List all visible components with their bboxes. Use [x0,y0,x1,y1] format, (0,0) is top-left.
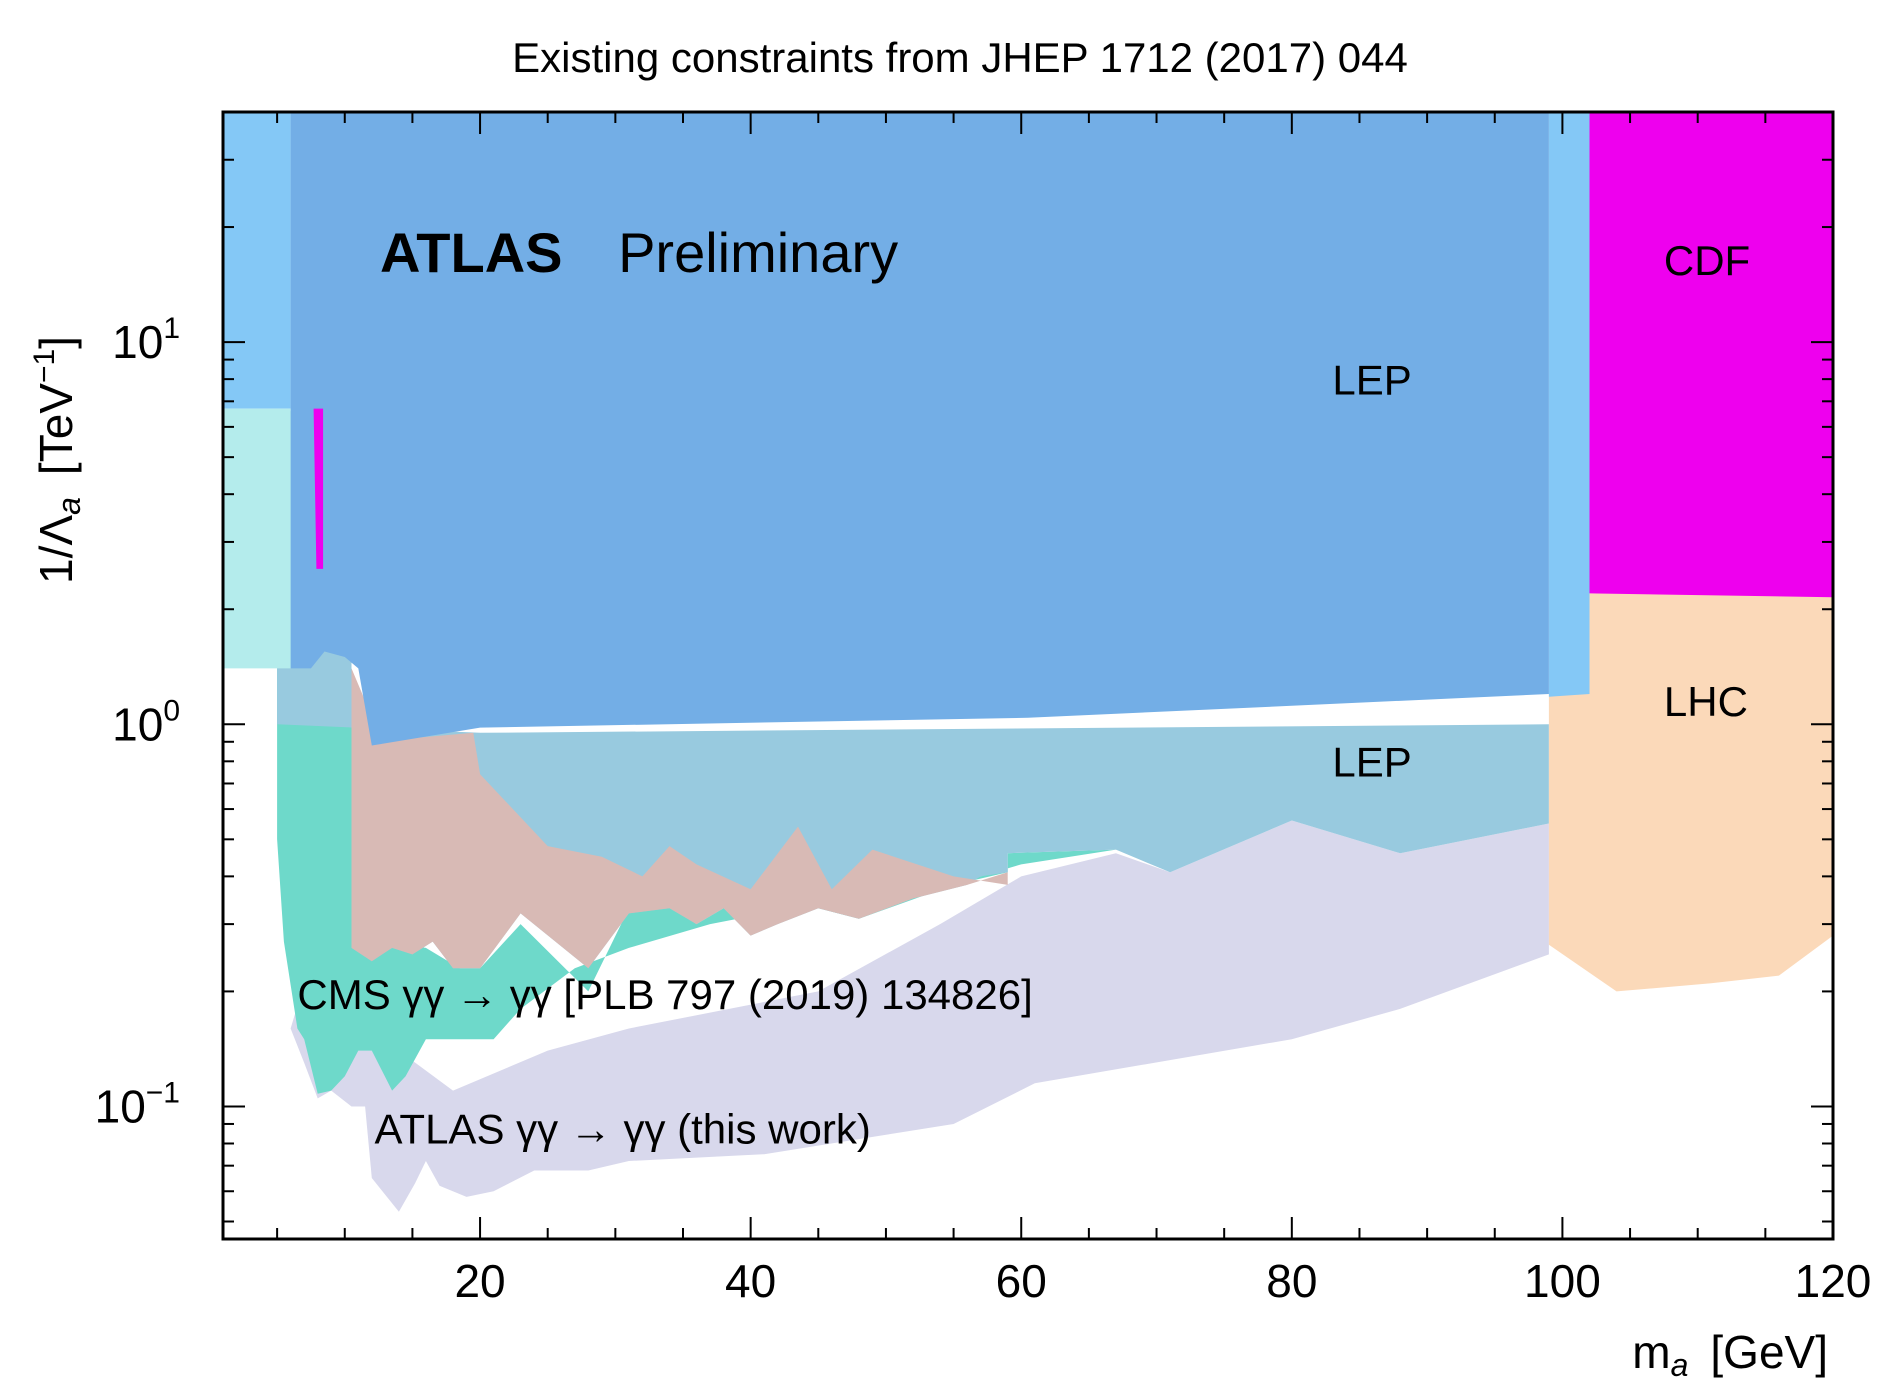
y-axis-label-unit-close: ] [30,336,82,349]
region-annotations: LEP LEP CDF LHC CMS γγ → γγ [PLB 797 (2019) … [297,237,1750,1153]
annotation-label: ATLAS γγ → γγ (this work) [375,1106,871,1153]
x-tick-label: 60 [996,1255,1047,1307]
y-tick-label: 100 [112,694,180,750]
region-cdf-sliver [313,408,324,569]
x-tick-label: 120 [1795,1255,1872,1307]
atlas-brand: ATLAS [380,221,563,284]
x-axis-label-sub: a [1671,1347,1689,1381]
y-axis-label-unit-exp: −1 [28,349,61,383]
x-axis-label-main: m [1632,1326,1670,1378]
x-tick-label: 40 [725,1255,776,1307]
atlas-preliminary-label: ATLAS Preliminary [380,221,898,284]
annotation-label: LEP [1332,739,1411,786]
x-axis-label: ma [GeV] [1632,1326,1828,1381]
annotation-label: CMS γγ → γγ [PLB 797 (2019) 134826] [297,971,1032,1018]
x-tick-label: 100 [1524,1255,1601,1307]
region-low-mass-teal [223,408,291,669]
x-tick-label: 20 [454,1255,505,1307]
y-axis-ticks: 10−1 100 101 [95,111,1833,1223]
y-axis-label-sub: a [51,497,87,515]
annotation-label: LEP [1332,356,1411,403]
y-axis-label: 1/Λa [TeV−1] [28,336,87,584]
region-lep-low [277,411,1549,969]
region-lep-high [290,112,1549,746]
region-lhc [1548,593,1833,992]
region-cms [277,651,1116,1094]
x-tick-label: 80 [1266,1255,1317,1307]
annotation-label: LHC [1664,678,1748,725]
y-axis-label-unit-open: [TeV [30,383,82,475]
annotation-label: CDF [1664,237,1750,284]
chart-title: Existing constraints from JHEP 1712 (201… [512,34,1408,81]
y-axis-label-main: 1/Λ [30,515,82,584]
preliminary-label: Preliminary [618,221,898,284]
y-tick-label: 101 [112,312,180,368]
x-axis-ticks: 20 40 60 80 100 120 [276,112,1872,1307]
region-atlas-this-work [290,820,1549,1212]
exclusion-regions [223,112,1833,1212]
y-tick-label: 10−1 [95,1076,180,1132]
region-lep-low-rose [351,668,1008,969]
x-axis-label-unit: [GeV] [1710,1326,1828,1378]
plot-frame [221,110,1835,1241]
region-cdf [1589,112,1833,598]
